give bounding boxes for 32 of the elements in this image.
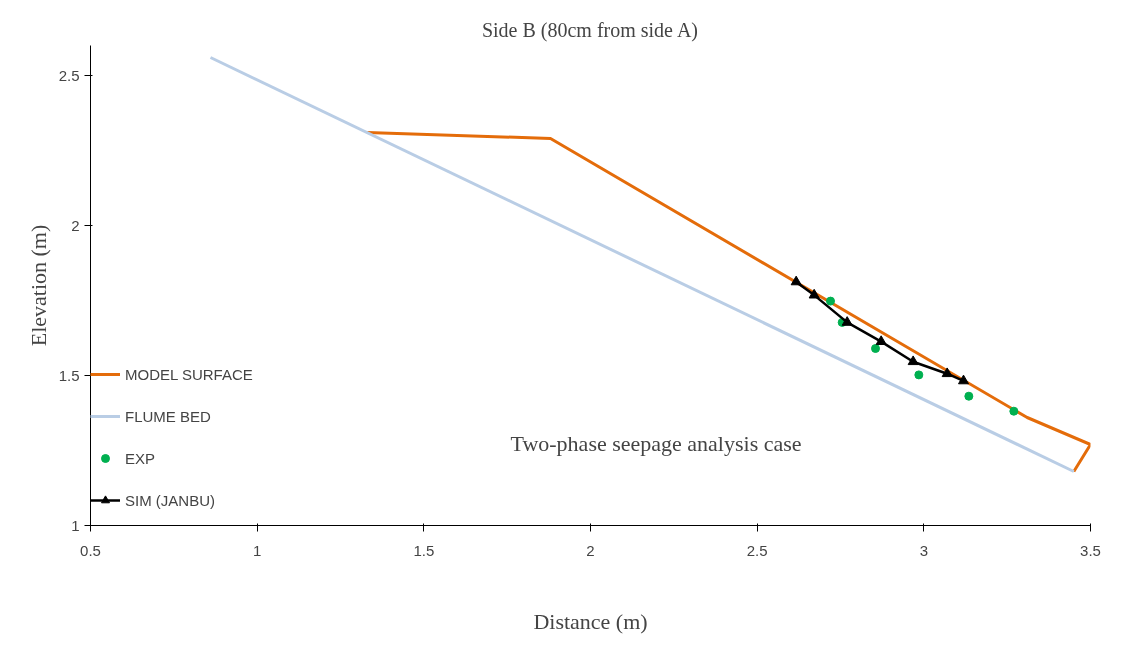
legend-label: MODEL SURFACE — [125, 365, 253, 383]
y-tick-label: 2.5 — [58, 66, 80, 84]
x-tick-label: 2.5 — [746, 541, 768, 559]
x-tick-label: 3 — [919, 541, 929, 559]
point — [964, 391, 974, 401]
x-tick-label: 1.5 — [413, 541, 435, 559]
legend-label: FLUME BED — [125, 407, 211, 425]
point — [958, 374, 969, 385]
point — [790, 275, 802, 286]
chart-title: Side B (80cm from side A) — [481, 18, 698, 42]
point — [875, 335, 887, 345]
point — [808, 288, 820, 299]
point — [841, 316, 853, 326]
line-series — [365, 131, 1091, 473]
x-tick-label: 1 — [253, 541, 262, 559]
point — [914, 370, 924, 380]
point — [871, 344, 880, 353]
legend-label: EXP — [125, 449, 156, 467]
y-axis-title: Elevation (m) — [25, 224, 51, 347]
y-tick-label: 1.5 — [58, 366, 80, 384]
point — [907, 355, 919, 366]
x-axis-title: Distance (m) — [533, 608, 648, 634]
point — [941, 367, 953, 378]
y-tick-label: 2 — [71, 216, 80, 234]
point — [826, 296, 835, 306]
legend-label: SIM (JANBU) — [125, 491, 215, 509]
x-tick-label: 0.5 — [80, 541, 101, 559]
x-tick-label: 3.5 — [1080, 541, 1101, 559]
y-tick-label: 1 — [71, 516, 80, 534]
annotation: Two-phase seepage analysis case — [510, 430, 802, 456]
point — [1009, 406, 1019, 416]
x-tick-label: 2 — [586, 541, 595, 559]
